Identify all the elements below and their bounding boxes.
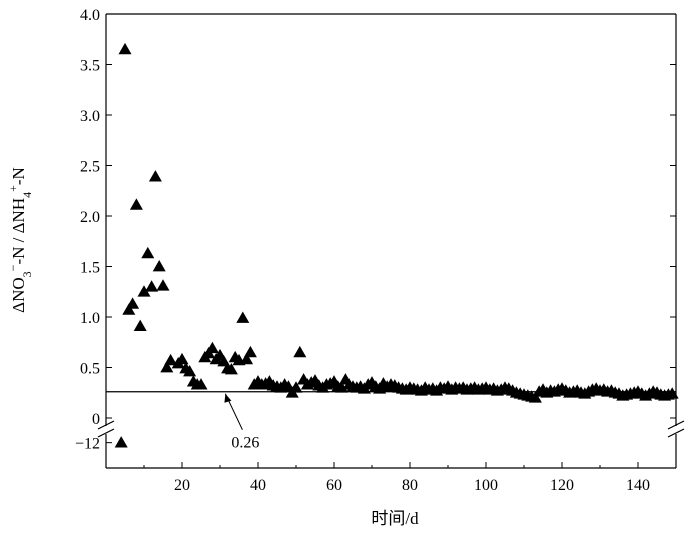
- data-point: [114, 436, 128, 448]
- data-point: [335, 381, 349, 393]
- x-tick-label: 60: [326, 477, 342, 494]
- y-tick-label: 1.5: [80, 260, 100, 277]
- data-point: [205, 341, 219, 354]
- data-point: [183, 365, 197, 377]
- data-point: [133, 319, 147, 331]
- x-tick-label: 20: [174, 477, 190, 494]
- data-point: [156, 279, 170, 291]
- axes: [97, 13, 685, 469]
- x-tick-label: 100: [474, 477, 498, 494]
- data-point: [145, 280, 159, 292]
- reference-arrow-head: [224, 393, 232, 403]
- y-axis-label-part: ΔNO: [9, 277, 28, 313]
- x-tick-label: 120: [550, 477, 574, 494]
- data-point: [160, 361, 174, 373]
- x-axis-label: 时间/d: [371, 509, 419, 528]
- data-point: [293, 345, 307, 358]
- ticks: 20 40 60 80 100 120 140 0 0.5 1.0 1.5 2.0 2.5 3.0 3.5 4…: [75, 7, 677, 494]
- y-tick-label: 3.5: [80, 58, 100, 75]
- y-tick-label: 0: [92, 411, 100, 428]
- left-axis-break-mark: [97, 420, 115, 430]
- data-point: [137, 285, 151, 297]
- y-axis-label-part: +: [6, 185, 20, 192]
- y-axis-label-part: -N: [9, 167, 28, 185]
- data-point: [240, 352, 254, 365]
- y-tick-label: 1.0: [80, 310, 100, 327]
- data-point: [122, 303, 136, 315]
- y-tick-label: 2.5: [80, 159, 100, 176]
- right-axis-break-mark: [667, 420, 685, 430]
- data-point: [175, 352, 189, 365]
- y-axis-label: ΔNO3−-N / ΔNH4+-N: [6, 167, 34, 313]
- y-axis-label-part: 3: [20, 271, 34, 277]
- data-point: [164, 353, 178, 366]
- y-tick-label: 0.5: [80, 361, 100, 378]
- data-point: [289, 381, 303, 393]
- y-tick-label: −12: [75, 436, 100, 453]
- y-axis-label-part: 4: [20, 192, 34, 198]
- y-axis-label-part: −: [6, 264, 20, 271]
- y-tick-label: 3.0: [80, 108, 100, 125]
- left-axis-break-mark: [97, 428, 115, 438]
- data-point: [243, 345, 257, 358]
- data-point: [194, 378, 208, 390]
- x-tick-label: 80: [402, 477, 418, 494]
- data-point: [126, 297, 140, 309]
- right-axis-break-mark: [667, 428, 685, 438]
- data-point: [528, 391, 542, 403]
- y-axis-label-part: -N / ΔNH: [9, 198, 28, 265]
- data-point: [141, 246, 155, 259]
- data-point: [665, 387, 679, 399]
- reference-line-group: 0.26: [106, 391, 676, 452]
- x-tick-label: 40: [250, 477, 266, 494]
- y-tick-label: 4.0: [80, 7, 100, 24]
- x-tick-label: 140: [626, 477, 650, 494]
- data-point: [129, 198, 143, 210]
- reference-line-label: 0.26: [231, 435, 259, 452]
- data-point: [152, 260, 166, 272]
- data-points: [114, 42, 679, 448]
- y-tick-label: 2.0: [80, 209, 100, 226]
- data-point: [224, 363, 238, 375]
- data-point: [148, 170, 162, 182]
- data-point: [236, 311, 250, 323]
- data-point: [118, 42, 132, 55]
